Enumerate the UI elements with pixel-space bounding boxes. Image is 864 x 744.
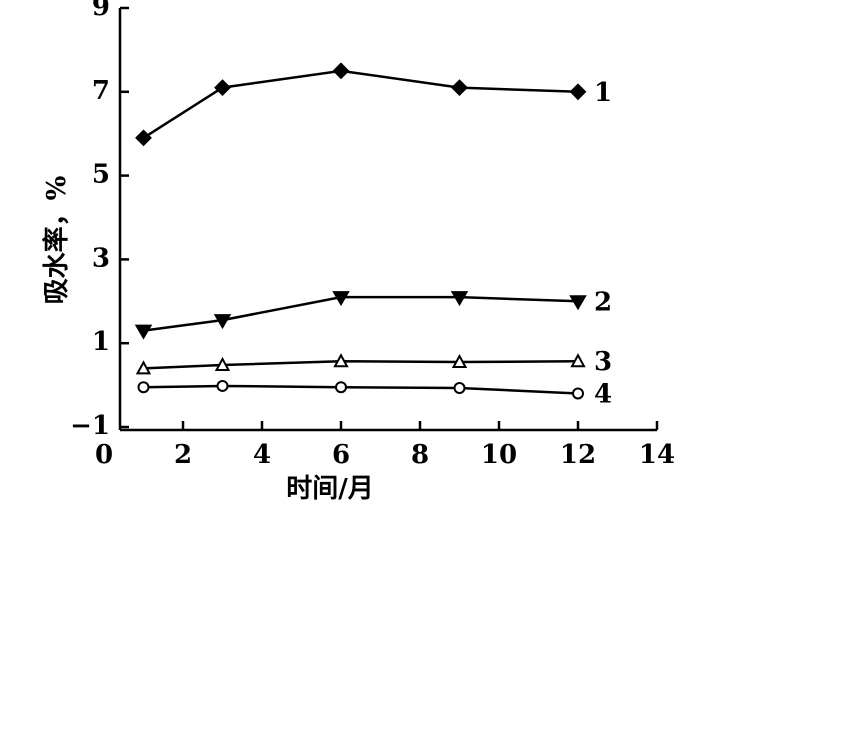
y-axis-label: 吸水率，% xyxy=(41,175,72,304)
marker xyxy=(570,353,586,368)
series-label: 1 xyxy=(594,78,612,108)
marker xyxy=(451,353,468,369)
x-tick-label: 14 xyxy=(639,440,675,470)
marker xyxy=(451,79,468,97)
marker xyxy=(214,356,231,371)
marker xyxy=(572,387,584,400)
marker xyxy=(216,379,229,392)
marker xyxy=(569,83,587,101)
series-line xyxy=(143,384,579,395)
marker xyxy=(137,381,150,394)
x-tick-label: 12 xyxy=(560,440,596,470)
series-label: 4 xyxy=(594,379,612,409)
marker xyxy=(135,360,152,375)
marker xyxy=(453,382,466,395)
marker xyxy=(332,291,350,307)
x-tick-label: 0 xyxy=(95,440,113,470)
series-line xyxy=(143,295,579,332)
series-line xyxy=(142,69,579,139)
x-tick-label: 10 xyxy=(481,440,517,470)
marker xyxy=(335,381,347,394)
marker xyxy=(569,295,587,311)
marker xyxy=(333,353,349,368)
marker xyxy=(135,129,152,147)
marker xyxy=(213,314,232,330)
y-tick-label: 3 xyxy=(92,243,110,273)
y-tick-label: −1 xyxy=(70,411,110,441)
y-tick-label: 1 xyxy=(92,327,110,357)
x-tick-label: 8 xyxy=(411,440,429,470)
marker xyxy=(214,79,231,97)
marker xyxy=(450,291,469,307)
marker xyxy=(134,324,153,340)
marker xyxy=(332,62,350,80)
y-tick-label: 9 xyxy=(92,0,110,22)
series-label: 2 xyxy=(594,287,612,317)
x-axis-label: 时间/月 xyxy=(286,474,374,504)
x-tick-label: 4 xyxy=(253,440,271,470)
y-tick-label: 5 xyxy=(92,160,110,190)
series-line xyxy=(143,359,579,370)
series-label: 3 xyxy=(594,347,612,377)
x-tick-label: 6 xyxy=(332,440,350,470)
y-tick-label: 7 xyxy=(92,76,110,106)
x-tick-label: 2 xyxy=(174,440,192,470)
